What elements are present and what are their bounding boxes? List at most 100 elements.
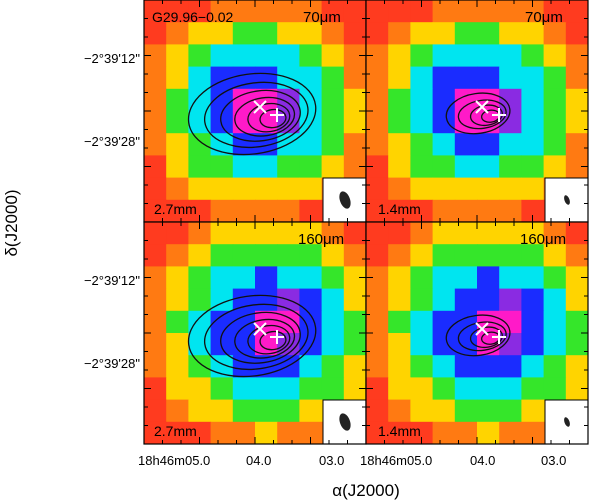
contour-line — [445, 314, 511, 357]
heatmap-cell — [144, 44, 167, 68]
heatmap-cell — [277, 44, 300, 68]
heatmap-cell — [565, 44, 589, 68]
contour-line — [220, 89, 301, 142]
x-tick-right-1: 18h46m05.0 — [360, 453, 432, 468]
heatmap-cell — [521, 22, 545, 45]
heatmap-cell — [166, 66, 189, 90]
heatmap-cell — [388, 44, 411, 68]
contour-line — [234, 318, 296, 359]
heatmap-cell — [299, 355, 323, 378]
heatmap-160um-1-4mm — [366, 222, 589, 445]
heatmap-cell — [144, 0, 167, 23]
cross-x-marker — [253, 100, 267, 114]
contour-line — [247, 324, 291, 355]
panel-70um-1-4mm — [365, 0, 589, 223]
heatmap-cell — [255, 222, 278, 245]
heatmap-cell — [477, 155, 500, 179]
contour-line — [457, 99, 507, 130]
heatmap-cell — [521, 377, 545, 401]
heatmap-cell — [255, 66, 278, 90]
tick-marks — [366, 222, 588, 444]
heatmap-cell — [499, 66, 522, 90]
heatmap-cell — [321, 111, 345, 134]
heatmap-cell — [432, 310, 456, 334]
heatmap-cell — [321, 66, 345, 90]
heatmap-cell — [299, 66, 323, 90]
heatmap-cell — [543, 333, 567, 356]
heatmap-cell — [188, 66, 212, 90]
heatmap-cell — [499, 44, 522, 68]
heatmap-cell — [521, 355, 545, 378]
heatmap-cell — [144, 133, 167, 156]
heatmap-cell — [210, 111, 234, 134]
heatmap-cell — [166, 244, 189, 267]
heatmap-cell — [166, 421, 189, 445]
heatmap-cell — [454, 266, 478, 290]
tick-marks — [144, 222, 366, 444]
heatmap-cell — [565, 22, 589, 45]
heatmap-cell — [277, 177, 300, 201]
heatmap-cell — [454, 44, 478, 68]
heatmap-cell — [388, 421, 411, 445]
heatmap-cell — [210, 199, 234, 223]
heatmap-cell — [188, 399, 212, 423]
heatmap-cell — [232, 44, 256, 68]
heatmap-cell — [321, 244, 345, 267]
band-label-1-4mm-b: 1.4mm — [378, 423, 421, 439]
heatmap-cell — [210, 333, 234, 356]
heatmap-cell — [410, 177, 434, 201]
contour-group — [187, 72, 317, 156]
heatmap-cell — [432, 111, 456, 134]
heatmap-cell — [232, 355, 256, 378]
heatmap-cell — [366, 377, 389, 401]
heatmap-cell — [166, 0, 189, 23]
heatmap-cell — [255, 399, 278, 423]
heatmap-cell — [521, 222, 545, 245]
heatmap-cell — [321, 44, 345, 68]
heatmap-cell — [543, 222, 567, 245]
heatmap-cell — [343, 288, 367, 312]
heatmap-cell — [232, 310, 256, 334]
plus-marker — [492, 330, 506, 344]
heatmap-cell — [543, 377, 567, 401]
heatmap-cell — [255, 377, 278, 401]
heatmap-cell — [432, 244, 456, 267]
heatmap-cell — [521, 199, 545, 223]
heatmap-cell — [299, 266, 323, 290]
heatmap-cell — [188, 111, 212, 134]
heatmap-cell — [454, 88, 478, 112]
heatmap-cell — [299, 288, 323, 312]
heatmap-cell — [499, 377, 522, 401]
heatmap-cell — [299, 155, 323, 179]
x-tick-left-2: 04.0 — [246, 453, 271, 468]
heatmap-cell — [477, 222, 500, 245]
heatmap-cell — [255, 266, 278, 290]
heatmap-cell — [144, 111, 167, 134]
heatmap-cell — [388, 0, 411, 23]
heatmap-cell — [388, 377, 411, 401]
heatmap-cell — [255, 288, 278, 312]
plus-marker — [492, 108, 506, 122]
heatmap-cell — [343, 310, 367, 334]
heatmap-cell — [366, 355, 389, 378]
heatmap-cell — [343, 355, 367, 378]
heatmap-cell — [299, 177, 323, 201]
heatmap-cell — [232, 222, 256, 245]
heatmap-cell — [321, 133, 345, 156]
heatmap-cell — [255, 421, 278, 445]
heatmap-cell — [454, 0, 478, 23]
heatmap-cell — [144, 266, 167, 290]
heatmap-cell — [299, 377, 323, 401]
heatmap-cell — [144, 288, 167, 312]
heatmap-cell — [565, 377, 589, 401]
heatmap-cell — [188, 177, 212, 201]
heatmap-cell — [299, 222, 323, 245]
heatmap-cell — [388, 66, 411, 90]
heatmap-cell — [144, 355, 167, 378]
heatmap-cell — [410, 199, 434, 223]
heatmap-cell — [477, 377, 500, 401]
heatmap-cell — [521, 88, 545, 112]
heatmap-cell — [477, 66, 500, 90]
heatmap-cell — [232, 421, 256, 445]
contour-line — [457, 321, 507, 352]
